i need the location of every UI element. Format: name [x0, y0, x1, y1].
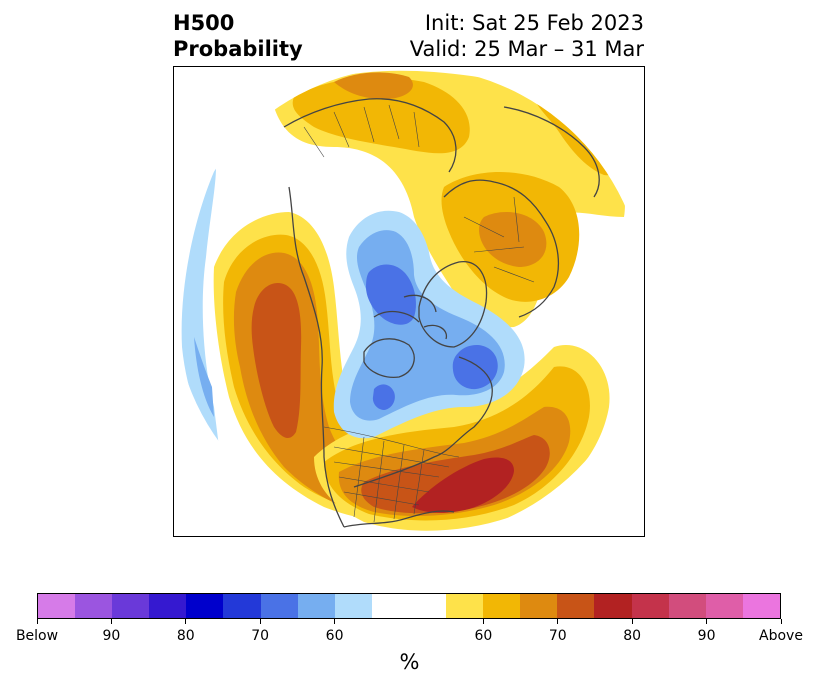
colorbar-tick	[631, 619, 633, 624]
colorbar-below-3	[149, 594, 187, 618]
colorbar-tick	[110, 619, 112, 624]
colorbar-above-5	[631, 594, 669, 618]
colorbar-above-2	[520, 594, 558, 618]
title-type: Probability	[173, 37, 303, 61]
above-70-europe	[292, 77, 470, 154]
colorbar-tick-labels: Below 90 80 70 60 60 70 80 90 Above	[16, 628, 803, 646]
hudson-bay-coast	[363, 338, 415, 378]
colorbar-above-4	[594, 594, 632, 618]
valid-dates: Valid: 25 Mar – 31 Mar	[409, 37, 644, 61]
colorbar-above-7	[705, 594, 743, 618]
colorbar-tick-label: 60	[325, 628, 344, 644]
colorbar-tick-label: Above	[759, 628, 803, 644]
colorbar-neutral	[371, 594, 447, 618]
colorbar-below-2	[112, 594, 150, 618]
borders	[303, 104, 535, 523]
colorbar-below-6	[260, 594, 298, 618]
colorbar-tick	[36, 619, 38, 624]
below-80-canada-west	[366, 264, 416, 325]
siberia-coast	[503, 106, 600, 198]
colorbar-below-8	[334, 594, 372, 618]
probability-shading	[181, 70, 625, 531]
colorbar-above-8	[742, 594, 780, 618]
europe-coast	[283, 98, 457, 173]
colorbar-below-4	[186, 594, 224, 618]
us-canada-border	[323, 426, 460, 458]
north-america-east-coast	[353, 356, 493, 488]
colorbar-below-7	[297, 594, 335, 618]
colorbar-tick	[334, 619, 336, 624]
arctic-archipelago	[373, 294, 448, 340]
colorbar-tick-label: 90	[697, 628, 716, 644]
above-80-europe	[334, 72, 413, 100]
asia-coast	[443, 179, 560, 318]
colorbar-unit: %	[399, 650, 420, 674]
colorbar-tick	[557, 619, 559, 624]
init-date: Init: Sat 25 Feb 2023	[424, 11, 644, 35]
below-60-west-band	[181, 167, 219, 447]
below-80-labrador	[452, 345, 498, 390]
colorbar-above-1	[483, 594, 521, 618]
chart-title: H500 Probability	[173, 10, 303, 62]
colorbar-tick	[706, 619, 708, 624]
colorbar-tick	[259, 619, 261, 624]
colorbar-ticks	[36, 619, 782, 627]
colorbar-below-0	[38, 594, 76, 618]
above-top-atlantic	[412, 457, 514, 513]
coastlines	[283, 98, 600, 528]
colorbar-below-5	[223, 594, 261, 618]
colorbar-tick	[482, 619, 484, 624]
title-variable: H500	[173, 11, 235, 35]
colorbar-below-1	[75, 594, 113, 618]
colorbar-tick	[780, 619, 782, 624]
colorbar-tick	[185, 619, 187, 624]
probability-map	[173, 66, 645, 537]
below-70-west-band	[194, 337, 214, 417]
colorbar-tick-label: Below	[15, 628, 59, 644]
below-80-hudson	[372, 384, 395, 410]
colorbar-above-3	[557, 594, 595, 618]
colorbar-tick-label: 70	[548, 628, 567, 644]
colorbar-above-0	[446, 594, 484, 618]
chart-dates: Init: Sat 25 Feb 2023 Valid: 25 Mar – 31…	[410, 10, 644, 62]
above-80-asia	[479, 212, 547, 267]
colorbar-above-6	[668, 594, 706, 618]
asia-borders	[463, 196, 535, 283]
colorbar-tick-label: 70	[251, 628, 270, 644]
colorbar-tick-label: 80	[176, 628, 195, 644]
us-states-grid	[333, 436, 450, 523]
colorbar-tick-label: 90	[102, 628, 121, 644]
greenland-coast	[418, 261, 488, 348]
above-90-pacific	[251, 283, 302, 439]
us-mexico-coast	[343, 510, 455, 528]
colorbar	[37, 593, 781, 619]
north-america-west-coast	[288, 186, 345, 528]
europe-borders	[303, 104, 420, 158]
colorbar-tick-label: 60	[474, 628, 493, 644]
colorbar-tick-label: 80	[623, 628, 642, 644]
map-canvas	[181, 70, 625, 531]
